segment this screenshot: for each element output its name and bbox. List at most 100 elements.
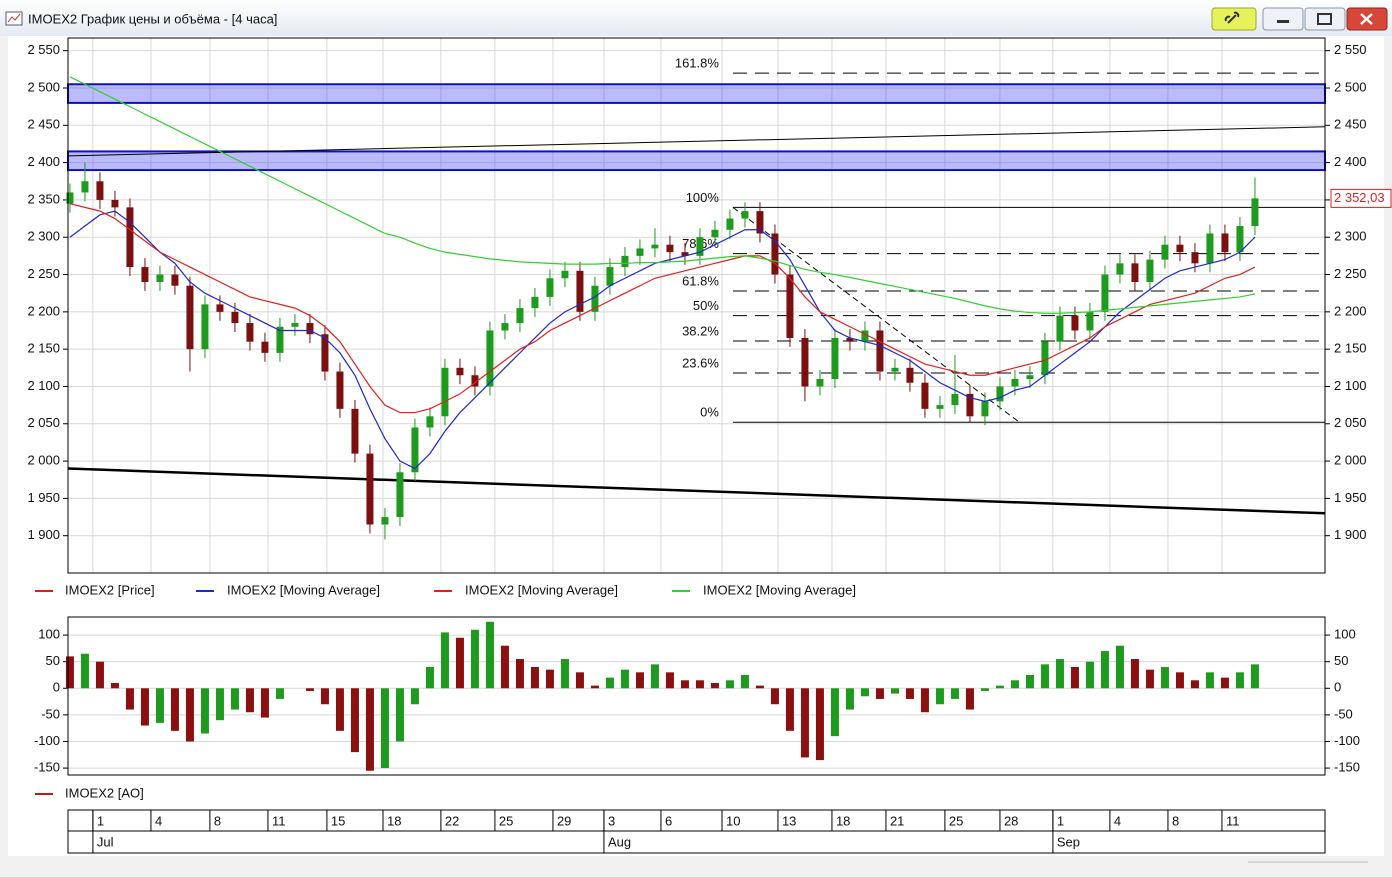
candle-body: [1146, 259, 1154, 282]
link-icon: [1224, 11, 1240, 24]
x-tick-label: 1: [97, 813, 104, 828]
candle-body: [201, 304, 209, 350]
ao-bar: [815, 688, 824, 761]
y-tick-label: 2 200: [1334, 303, 1367, 318]
candle-body: [936, 405, 944, 409]
ao-bar: [455, 637, 464, 689]
y-tick-label: 2 300: [1334, 229, 1367, 244]
candle-body: [141, 267, 149, 282]
ao-bar: [935, 688, 944, 705]
y-tick-label: -150: [34, 760, 60, 775]
last-price-label: 2 352,03: [1334, 190, 1385, 205]
ao-bar: [1130, 659, 1139, 689]
y-tick-label: 2 100: [27, 378, 60, 393]
fib-label: 61.8%: [682, 273, 719, 288]
x-tick-label: 22: [445, 813, 459, 828]
trend-line: [67, 467, 1326, 515]
title-bar: [0, 0, 1392, 36]
ao-bar: [695, 680, 704, 689]
candle-body: [726, 218, 734, 230]
ao-bar: [860, 688, 869, 697]
ao-bar: [170, 688, 179, 731]
ao-bar: [665, 672, 674, 689]
candle-body: [561, 270, 569, 279]
ao-bar: [335, 688, 344, 731]
ao-bar: [875, 688, 884, 699]
legend-label: IMOEX2 [Moving Average]: [703, 582, 856, 597]
candle-body: [276, 326, 284, 353]
candle-body: [306, 323, 314, 335]
ao-bar: [770, 688, 779, 705]
link-button[interactable]: [1211, 7, 1257, 31]
ao-bar: [410, 688, 419, 705]
trend-line: [67, 126, 1326, 157]
candle-body: [411, 427, 419, 473]
candle-body: [816, 378, 824, 387]
legend-label: IMOEX2 [Moving Average]: [465, 582, 618, 597]
candle-body: [1116, 263, 1124, 275]
fib-label: 38.2%: [682, 323, 719, 338]
ao-bar: [560, 659, 569, 689]
candle-body: [486, 330, 494, 387]
x-tick-label: 21: [890, 813, 904, 828]
x-tick-label: 4: [1114, 813, 1121, 828]
x-tick-label: 25: [499, 813, 513, 828]
minimize-icon: [1277, 20, 1289, 23]
ao-bar: [350, 688, 359, 753]
chart-area: [8, 36, 1384, 856]
y-tick-label: 1 900: [27, 527, 60, 542]
candle-body: [231, 311, 239, 324]
candle-body: [426, 416, 434, 428]
ao-bar: [950, 688, 959, 699]
ao-bar: [1100, 651, 1109, 689]
candle-body: [1161, 244, 1169, 260]
candle-body: [186, 285, 194, 350]
y-tick-label: 2 500: [27, 79, 60, 94]
x-tick-label: 10: [726, 813, 740, 828]
month-label: Jul: [97, 834, 114, 849]
minimize-button[interactable]: [1262, 7, 1304, 31]
maximize-button[interactable]: [1304, 7, 1346, 31]
y-tick-label: 2 250: [1334, 266, 1367, 281]
candle-body: [771, 233, 779, 275]
candle-body: [456, 367, 464, 376]
plot-border: [67, 37, 1326, 574]
fib-label: 0%: [700, 405, 719, 420]
ao-bar: [485, 621, 494, 689]
candle-body: [876, 330, 884, 372]
candle-body: [546, 278, 554, 297]
candle-body: [591, 285, 599, 312]
y-tick-label: 2 000: [1334, 453, 1367, 468]
y-tick-label: 2 150: [27, 341, 60, 356]
ao-bar: [380, 688, 389, 769]
candle-body: [786, 274, 794, 338]
candle-body: [681, 252, 689, 256]
ao-bar: [1145, 669, 1154, 689]
moving-average: [69, 76, 1256, 314]
y-tick-label: 2 500: [1334, 79, 1367, 94]
y-tick-label: 100: [1334, 627, 1356, 642]
plot-border: [67, 616, 1326, 776]
candle-body: [891, 367, 899, 372]
ao-bar: [920, 688, 929, 713]
x-tick-label: 13: [782, 813, 796, 828]
candle-body: [1221, 233, 1229, 253]
candle-body: [156, 274, 164, 282]
y-tick-label: -50: [41, 706, 60, 721]
ao-bar: [620, 669, 629, 689]
candle-body: [1041, 341, 1049, 376]
x-tick-label: 11: [1226, 813, 1240, 828]
y-tick-label: 2 400: [1334, 154, 1367, 169]
candle-body: [291, 323, 299, 327]
candle-body: [321, 334, 329, 372]
candle-body: [861, 330, 869, 342]
candle-body: [921, 382, 929, 409]
y-tick-label: 2 550: [27, 42, 60, 57]
ao-bar: [260, 688, 269, 718]
candle-body: [171, 274, 179, 286]
candle-body: [1086, 311, 1094, 331]
candle-body: [1011, 378, 1019, 387]
y-tick-label: 2 450: [27, 117, 60, 132]
ao-bar: [185, 688, 194, 742]
